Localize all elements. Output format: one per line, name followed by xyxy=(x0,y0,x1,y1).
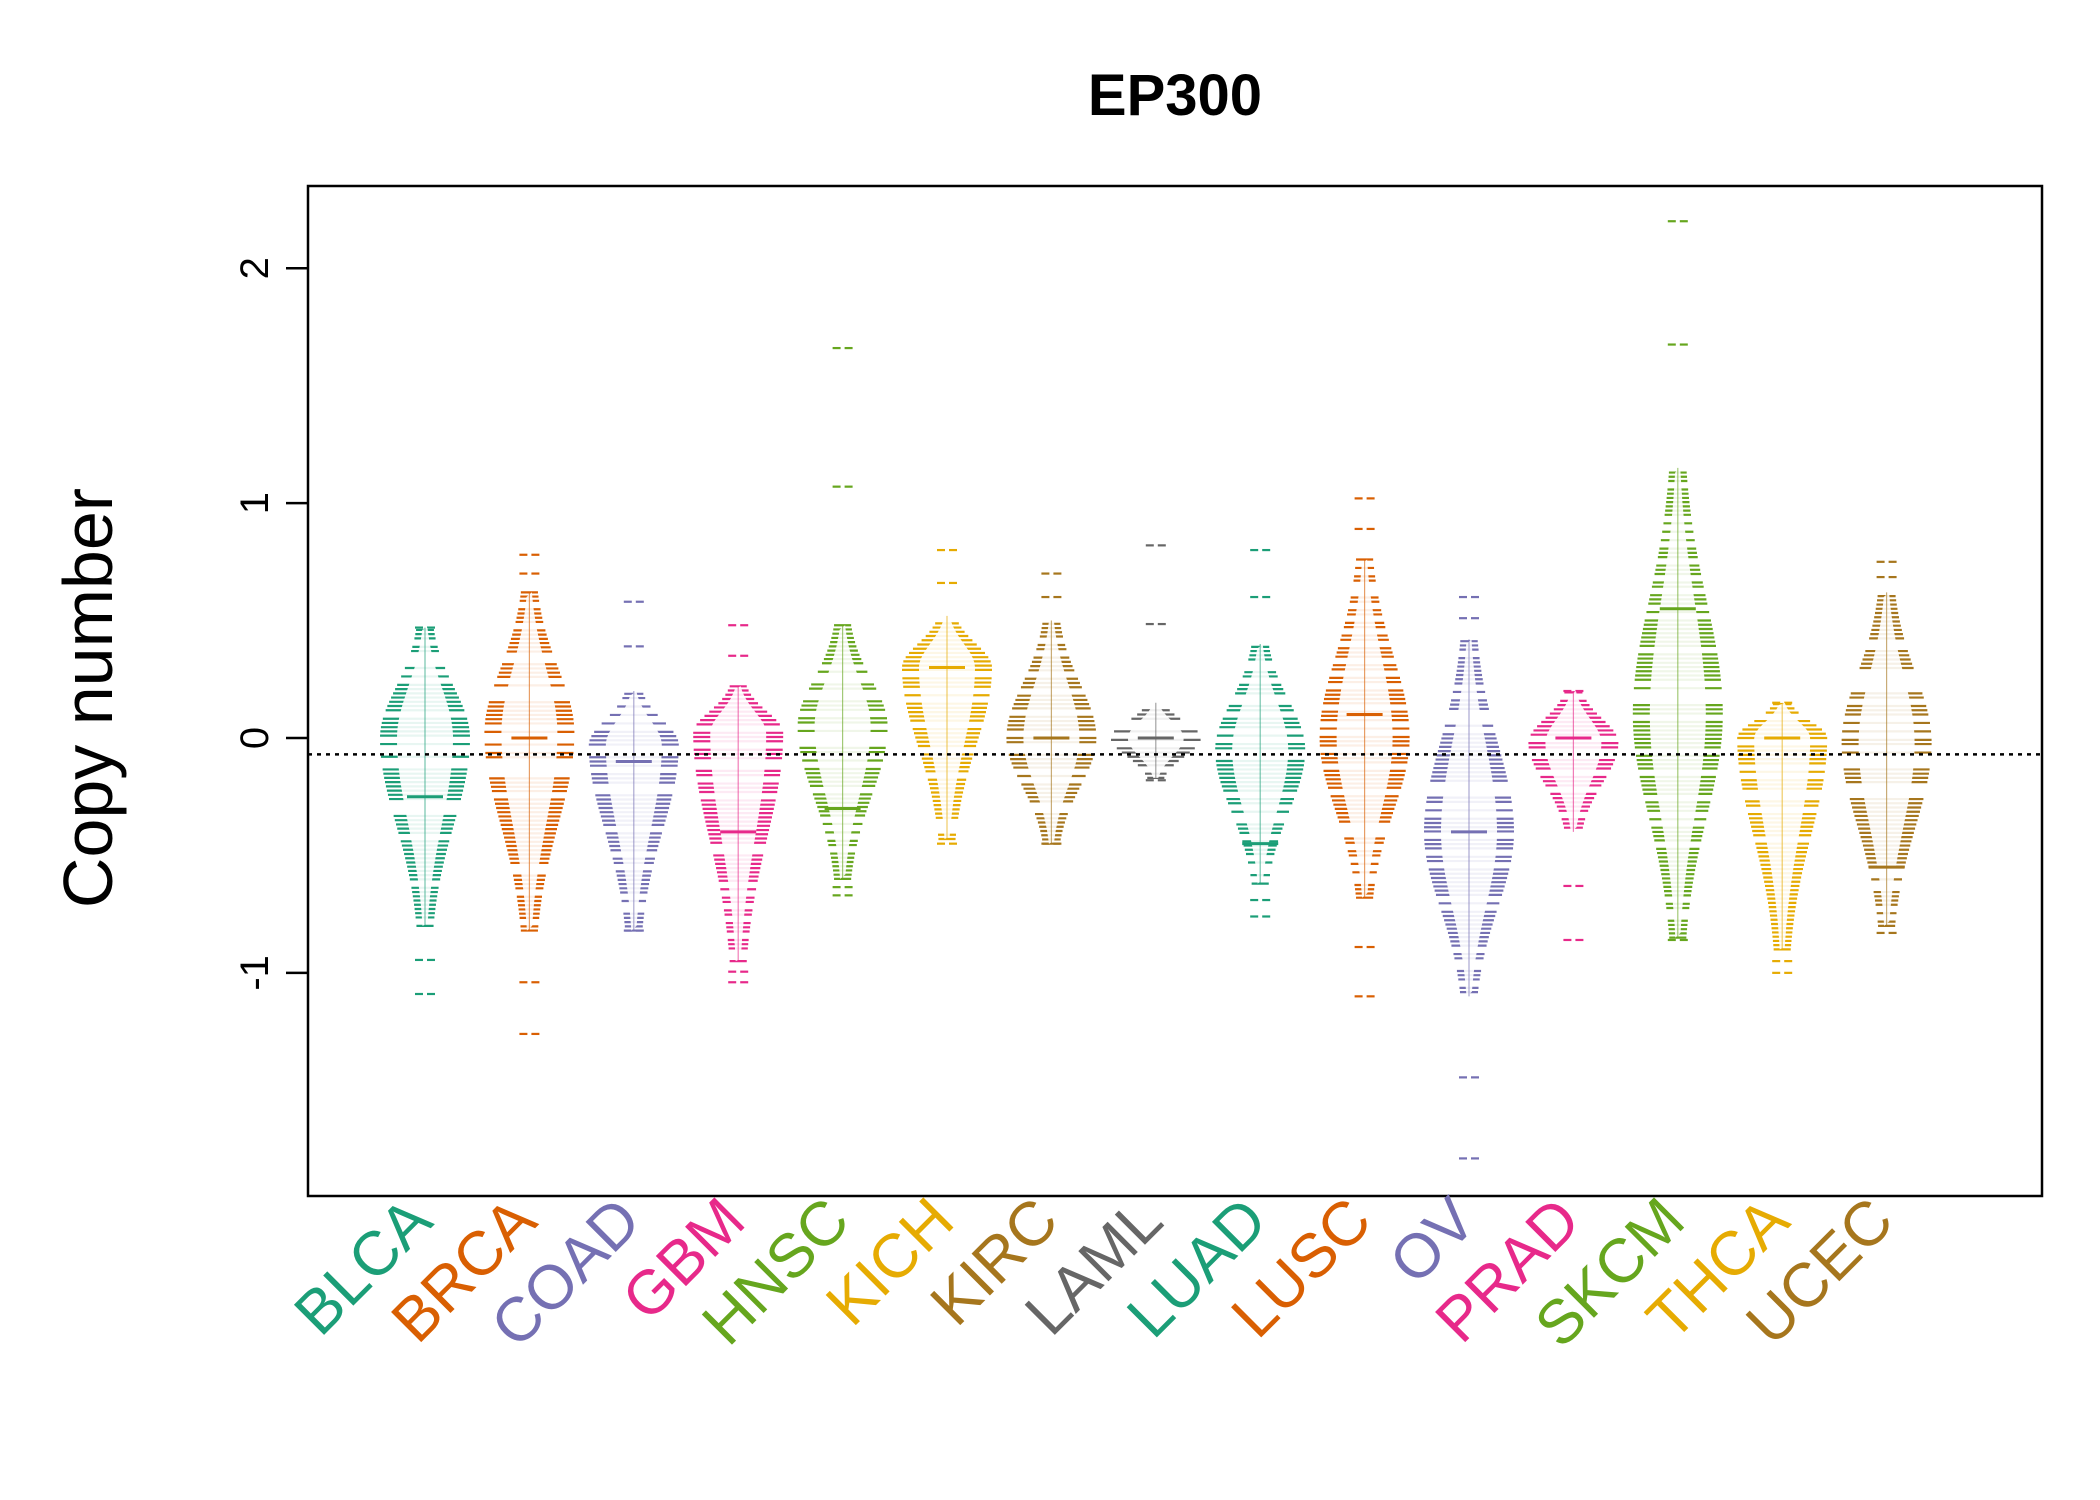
bean-kich xyxy=(902,548,992,845)
bean-coad xyxy=(588,600,679,932)
y-axis: -1 0 1 2 xyxy=(233,257,308,991)
bean-thca xyxy=(1737,701,1828,974)
x-axis: BLCABRCACOADGBMHNSCKICHKIRCLAMLLUADLUSCO… xyxy=(282,1185,1907,1361)
bean-lusc xyxy=(1319,497,1410,998)
bean-luad xyxy=(1215,548,1306,918)
chart-title: EP300 xyxy=(1088,63,1262,128)
y-tick-label: 1 xyxy=(233,492,277,514)
bean-skcm xyxy=(1632,220,1723,942)
bean-blca xyxy=(380,626,470,996)
y-tick-label: -1 xyxy=(233,955,277,991)
bean-gbm xyxy=(693,624,784,984)
y-tick-label: 0 xyxy=(233,727,277,749)
y-tick-label: 2 xyxy=(233,257,277,279)
y-axis-label: Copy number xyxy=(49,488,127,908)
bean-brca xyxy=(484,553,575,1036)
bean-laml xyxy=(1111,544,1201,782)
bean-prad xyxy=(1528,689,1619,942)
plot-frame xyxy=(306,184,2044,1198)
bean-kirc xyxy=(1006,572,1097,845)
bean-ucec xyxy=(1841,560,1932,935)
plot-layer xyxy=(380,220,1932,1160)
bean-ov xyxy=(1424,595,1514,1160)
bean-hnsc xyxy=(797,346,888,897)
